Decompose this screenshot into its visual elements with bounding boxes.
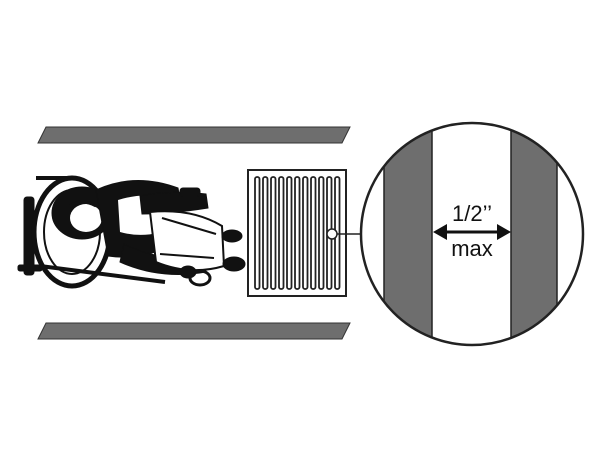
- grate-slot: [278, 176, 285, 290]
- grate-slot: [318, 176, 325, 290]
- magnified-bar-right: [510, 123, 558, 345]
- magnified-bar-left: [383, 123, 433, 345]
- magnifier-circle-icon: 1/2’’ max: [359, 121, 585, 347]
- grate-slot: [286, 176, 293, 290]
- grate-slot: [262, 176, 269, 290]
- grate-slot: [254, 176, 261, 290]
- wheelchair-user-icon: [17, 175, 246, 289]
- grate-detail-marker: [326, 228, 338, 240]
- grate-slot: [270, 176, 277, 290]
- walkway-edge-top: [37, 126, 351, 144]
- grate-icon: [247, 169, 347, 297]
- dimension-arrow: [433, 224, 511, 240]
- walkway-edge-bottom: [37, 322, 351, 340]
- dimension-qualifier-label: max: [451, 236, 493, 261]
- grate-slot: [302, 176, 309, 290]
- dimension-value-label: 1/2’’: [452, 201, 492, 226]
- grate-slot: [294, 176, 301, 290]
- grate-slot: [310, 176, 317, 290]
